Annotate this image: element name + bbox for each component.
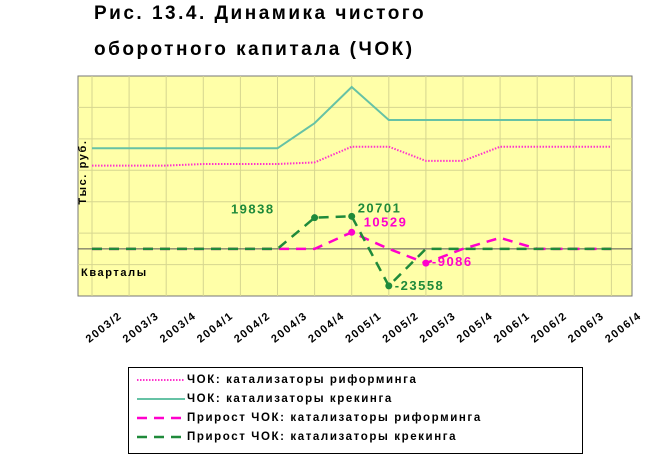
data-label: 20701 <box>358 200 402 215</box>
x-tick-label: 2006/1 <box>492 310 533 346</box>
legend-item: ЧОК: катализаторы крекинга <box>137 391 393 407</box>
x-tick-label: 2004/1 <box>195 310 236 346</box>
x-tick-label: 2004/3 <box>269 310 310 346</box>
chart-legend: ЧОК: катализаторы риформинга ЧОК: катализ… <box>128 367 583 454</box>
data-label: 10529 <box>364 214 408 229</box>
legend-swatch <box>137 435 185 439</box>
x-axis-label: Кварталы <box>81 267 148 279</box>
legend-swatch <box>137 416 185 420</box>
x-tick-label: 2005/3 <box>418 310 459 346</box>
legend-item: ЧОК: катализаторы риформинга <box>137 372 418 388</box>
data-point-marker <box>385 282 393 290</box>
x-tick-label: 2003/2 <box>84 310 125 346</box>
x-tick-label: 2005/1 <box>343 310 384 346</box>
x-tick-label: 2006/2 <box>529 310 570 346</box>
legend-item: Прирост ЧОК: катализаторы риформинга <box>137 410 482 426</box>
x-tick-label: 2006/4 <box>603 310 644 346</box>
legend-item: Прирост ЧОК: катализаторы крекинга <box>137 429 457 445</box>
x-tick-label: 2003/3 <box>121 310 162 346</box>
data-label: 19838 <box>231 202 275 217</box>
series-line-1 <box>92 145 612 167</box>
data-point-marker <box>348 228 356 236</box>
series-line-4 <box>92 215 612 288</box>
x-tick-label: 2005/2 <box>380 310 421 346</box>
legend-label: ЧОК: катализаторы крекинга <box>187 393 393 405</box>
data-point-marker <box>422 259 430 267</box>
legend-swatch <box>137 379 185 381</box>
legend-label: ЧОК: катализаторы риформинга <box>187 374 418 386</box>
series-line-2 <box>92 85 612 150</box>
plot-area <box>77 75 633 297</box>
legend-label: Прирост ЧОК: катализаторы риформинга <box>187 412 482 424</box>
x-tick-label: 2005/4 <box>455 310 496 346</box>
data-point-marker <box>311 214 319 222</box>
data-point-marker <box>348 212 356 220</box>
legend-label: Прирост ЧОК: катализаторы крекинга <box>187 431 458 443</box>
x-tick-label: 2004/4 <box>306 310 347 346</box>
chart-title-line-1: Рис. 13.4. Динамика чистого <box>94 3 427 24</box>
legend-swatch <box>137 398 185 400</box>
chart-title-line-2: оборотного капитала (ЧОК) <box>94 39 415 60</box>
data-label: -23558 <box>395 278 444 293</box>
y-axis-label: Тыс. руб. <box>77 139 89 204</box>
data-label: -9086 <box>432 254 473 269</box>
x-tick-label: 2004/2 <box>232 310 273 346</box>
x-tick-label: 2003/4 <box>158 310 199 346</box>
x-tick-label: 2006/3 <box>566 310 607 346</box>
